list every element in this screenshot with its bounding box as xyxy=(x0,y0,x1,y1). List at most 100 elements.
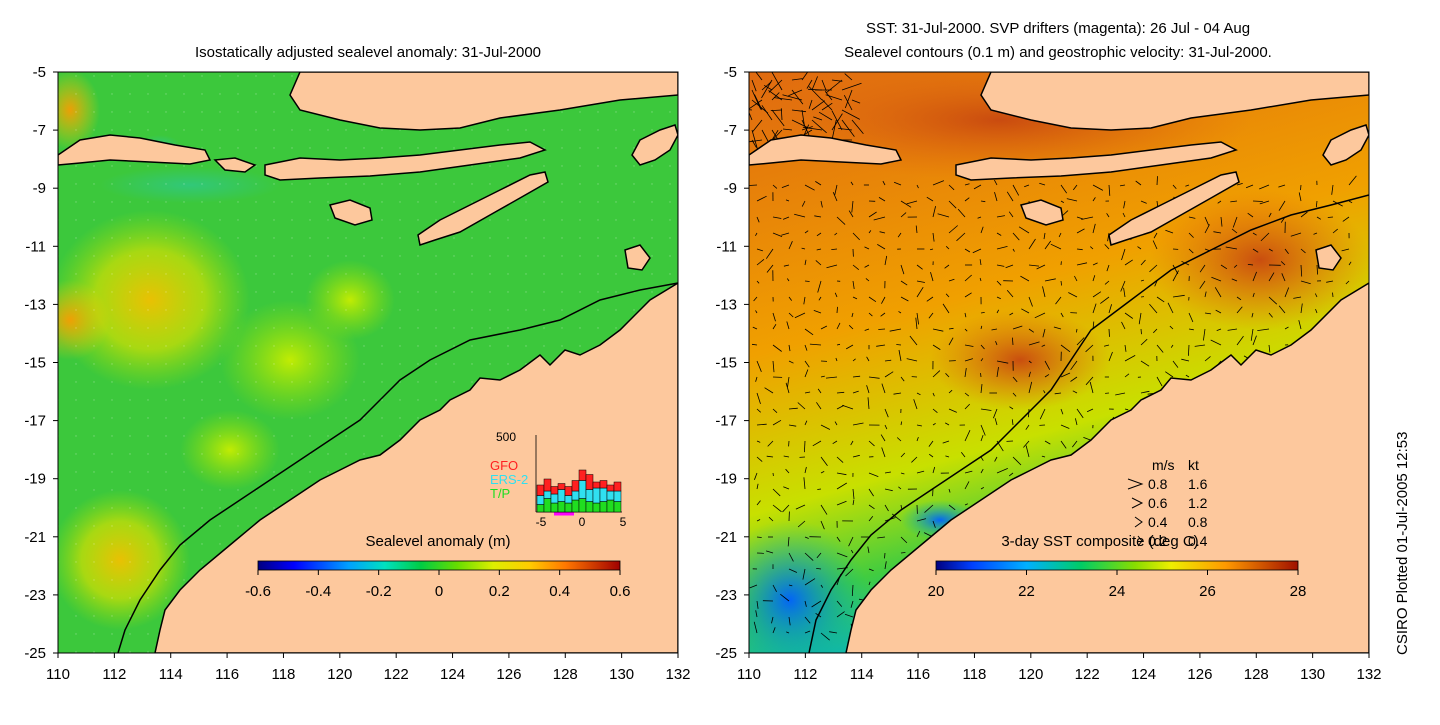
right-panel-title-line2: Sealevel contours (0.1 m) and geostrophi… xyxy=(844,44,1272,61)
lat-tick-label: -15 xyxy=(715,355,737,372)
inset-bar-bars_gfo xyxy=(551,487,558,495)
credit-text: CSIRO Plotted 01-Jul-2005 12:53 xyxy=(1394,432,1411,655)
colorbar-tick-label: 28 xyxy=(1290,583,1307,600)
lon-tick-label: 124 xyxy=(440,666,465,683)
lon-tick-label: 118 xyxy=(271,666,295,683)
velocity-arrow xyxy=(749,185,757,186)
lat-tick-label: -17 xyxy=(24,413,46,430)
lat-tick-label: -17 xyxy=(715,413,737,430)
velocity-arrow xyxy=(757,537,762,538)
inset-xtick-label: 5 xyxy=(620,515,627,529)
lat-tick-label: -11 xyxy=(716,238,737,255)
velocity-legend-ms: 0.4 xyxy=(1148,514,1168,530)
lat-tick-label: -19 xyxy=(715,471,737,488)
inset-bar-bars_ers xyxy=(572,491,579,500)
lat-tick-label: -19 xyxy=(24,471,46,488)
lat-tick-label: -15 xyxy=(24,355,46,372)
left-colorbar-bar xyxy=(258,561,620,570)
inset-bar-bars_gfo xyxy=(600,481,607,489)
lat-tick-label: -5 xyxy=(33,64,46,81)
velocity-legend-header-ms: m/s xyxy=(1152,457,1175,473)
inset-bar-bars_ers xyxy=(607,491,614,500)
sst-warm-pool xyxy=(930,310,1110,410)
lon-tick-label: 124 xyxy=(1131,666,1156,683)
inset-bar-bars_tp xyxy=(600,502,607,513)
inset-bar-bars_tp xyxy=(544,499,551,513)
velocity-arrow xyxy=(885,553,886,558)
colorbar-tick-label: -0.6 xyxy=(245,583,271,600)
lat-tick-label: -23 xyxy=(715,587,737,604)
colorbar-tick-label: 0 xyxy=(435,583,443,600)
lon-tick-label: 110 xyxy=(46,666,70,683)
colorbar-tick-label: 26 xyxy=(1199,583,1216,600)
inset-bar-bars_tp xyxy=(551,503,558,512)
inset-bar-bars_ers xyxy=(586,490,593,502)
colorbar-tick-label: 22 xyxy=(1018,583,1035,600)
inset-bar-bars_tp xyxy=(537,505,544,513)
lat-tick-label: -13 xyxy=(24,296,46,313)
colorbar-tick-label: -0.2 xyxy=(366,583,392,600)
right-colorbar-label: 3-day SST composite (deg C) xyxy=(1001,533,1198,550)
inset-bar-bars_gfo xyxy=(607,485,614,491)
inset-xtick-label: 0 xyxy=(579,515,586,529)
lon-tick-label: 112 xyxy=(102,666,126,683)
inset-bar-bars_gfo xyxy=(558,484,565,490)
inset-bar-bars_gfo xyxy=(537,485,544,496)
lon-tick-label: 132 xyxy=(1356,666,1381,683)
inset-bar-bars_gfo xyxy=(586,475,593,490)
velocity-arrow xyxy=(896,345,901,346)
right-panel-title-line1: SST: 31-Jul-2000. SVP drifters (magenta)… xyxy=(866,20,1250,37)
inset-xtick-label: -5 xyxy=(536,515,547,529)
lon-tick-label: 120 xyxy=(327,666,352,683)
right-colorbar-bar xyxy=(936,561,1298,570)
velocity-arrow xyxy=(1109,329,1110,337)
colorbar-tick-label: -0.4 xyxy=(305,583,331,600)
lon-tick-label: 122 xyxy=(1075,666,1100,683)
lat-tick-label: -23 xyxy=(24,587,46,604)
inset-bar-bars_tp xyxy=(614,502,621,513)
inset-bar-bars_ers xyxy=(614,491,621,502)
velocity-arrow xyxy=(1333,293,1334,297)
velocity-arrow xyxy=(837,307,838,313)
lon-tick-label: 130 xyxy=(1300,666,1325,683)
colorbar-tick-label: 0.2 xyxy=(489,583,510,600)
lon-tick-label: 130 xyxy=(609,666,634,683)
velocity-arrow xyxy=(901,553,905,554)
lon-tick-label: 112 xyxy=(793,666,817,683)
inset-bar-bars_tp xyxy=(607,500,614,512)
velocity-legend-kt: 1.2 xyxy=(1188,495,1208,511)
lon-tick-label: 122 xyxy=(384,666,409,683)
colorbar-tick-label: 20 xyxy=(928,583,945,600)
inset-legend-label: GFO xyxy=(490,458,518,473)
lon-tick-label: 118 xyxy=(962,666,986,683)
inset-bar-bars_ers xyxy=(544,491,551,499)
inset-legend-label: T/P xyxy=(490,486,510,501)
velocity-legend-ms: 0.6 xyxy=(1148,495,1168,511)
lon-tick-label: 114 xyxy=(159,666,183,683)
left-panel-title: Isostatically adjusted sealevel anomaly:… xyxy=(195,44,541,61)
right-map xyxy=(710,60,1370,680)
lat-tick-label: -21 xyxy=(24,529,46,546)
left-colorbar-label: Sealevel anomaly (m) xyxy=(365,533,510,550)
inset-bar-bars_ers xyxy=(537,496,544,505)
velocity-arrow xyxy=(805,281,810,282)
lat-tick-label: -5 xyxy=(724,64,737,81)
colorbar-tick-label: 0.6 xyxy=(610,583,631,600)
velocity-arrow xyxy=(1328,217,1333,218)
velocity-arrow xyxy=(817,489,821,490)
inset-bar-bars_gfo xyxy=(614,482,621,491)
lon-tick-label: 128 xyxy=(553,666,578,683)
inset-bar-bars_gfo xyxy=(572,481,579,492)
inset-bar-bars_ers xyxy=(579,481,586,499)
lat-tick-label: -9 xyxy=(33,180,46,197)
inset-bar-bars_ers xyxy=(551,494,558,503)
lon-tick-label: 132 xyxy=(665,666,690,683)
velocity-legend-header-kt: kt xyxy=(1188,457,1199,473)
velocity-arrow xyxy=(1253,201,1263,202)
lat-tick-label: -21 xyxy=(715,529,737,546)
velocity-legend-kt: 1.6 xyxy=(1188,476,1208,492)
lat-tick-label: -25 xyxy=(715,645,737,662)
inset-bar-bars_ers xyxy=(593,488,600,503)
inset-bar-bars_tp xyxy=(586,502,593,513)
